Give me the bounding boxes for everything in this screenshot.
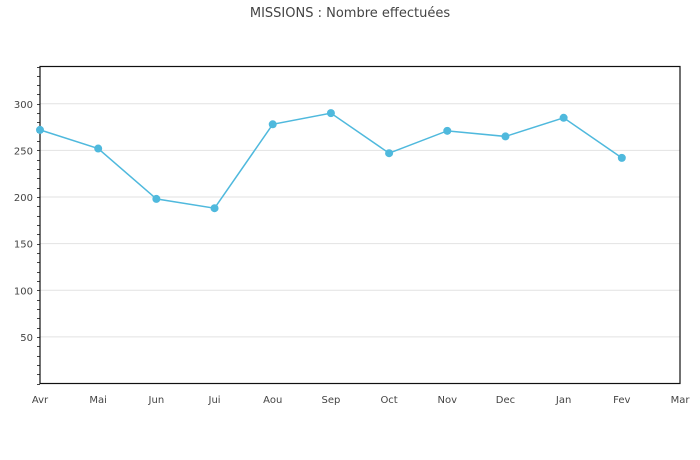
y-tick-label: 300 [14, 100, 33, 111]
data-point [617, 153, 626, 162]
x-tick-label: Jun [148, 395, 165, 406]
data-point [210, 204, 219, 213]
x-tick-label: Jan [555, 395, 571, 406]
series-line [39, 112, 623, 210]
x-tick-label: Jui [208, 395, 221, 406]
y-tick-label: 200 [14, 193, 33, 204]
x-tick-label: Avr [32, 395, 49, 406]
x-tick-label: Sep [321, 395, 340, 406]
data-point [326, 109, 335, 118]
x-tick-label: Mai [89, 395, 107, 406]
data-point [36, 125, 44, 134]
plot-frame [39, 65, 681, 385]
data-point [501, 132, 510, 141]
data-point [94, 144, 103, 153]
data-point [268, 120, 277, 129]
y-tick-label: 150 [14, 240, 33, 251]
x-tick-label: Dec [496, 395, 515, 406]
chart-title: MISSIONS : Nombre effectuées [249, 6, 451, 21]
x-tick-label: Nov [438, 395, 458, 406]
data-point [559, 113, 568, 122]
x-tick-label: Mar [671, 395, 691, 406]
x-tick-label: Fev [613, 395, 630, 406]
y-tick-label: 50 [20, 333, 33, 344]
data-point [443, 126, 452, 135]
data-point [385, 149, 394, 158]
x-tick-label: Aou [263, 395, 282, 406]
y-tick-label: 100 [14, 286, 33, 297]
data-point [152, 194, 161, 203]
y-tick-label: 250 [14, 146, 33, 157]
x-tick-label: Oct [380, 395, 397, 406]
